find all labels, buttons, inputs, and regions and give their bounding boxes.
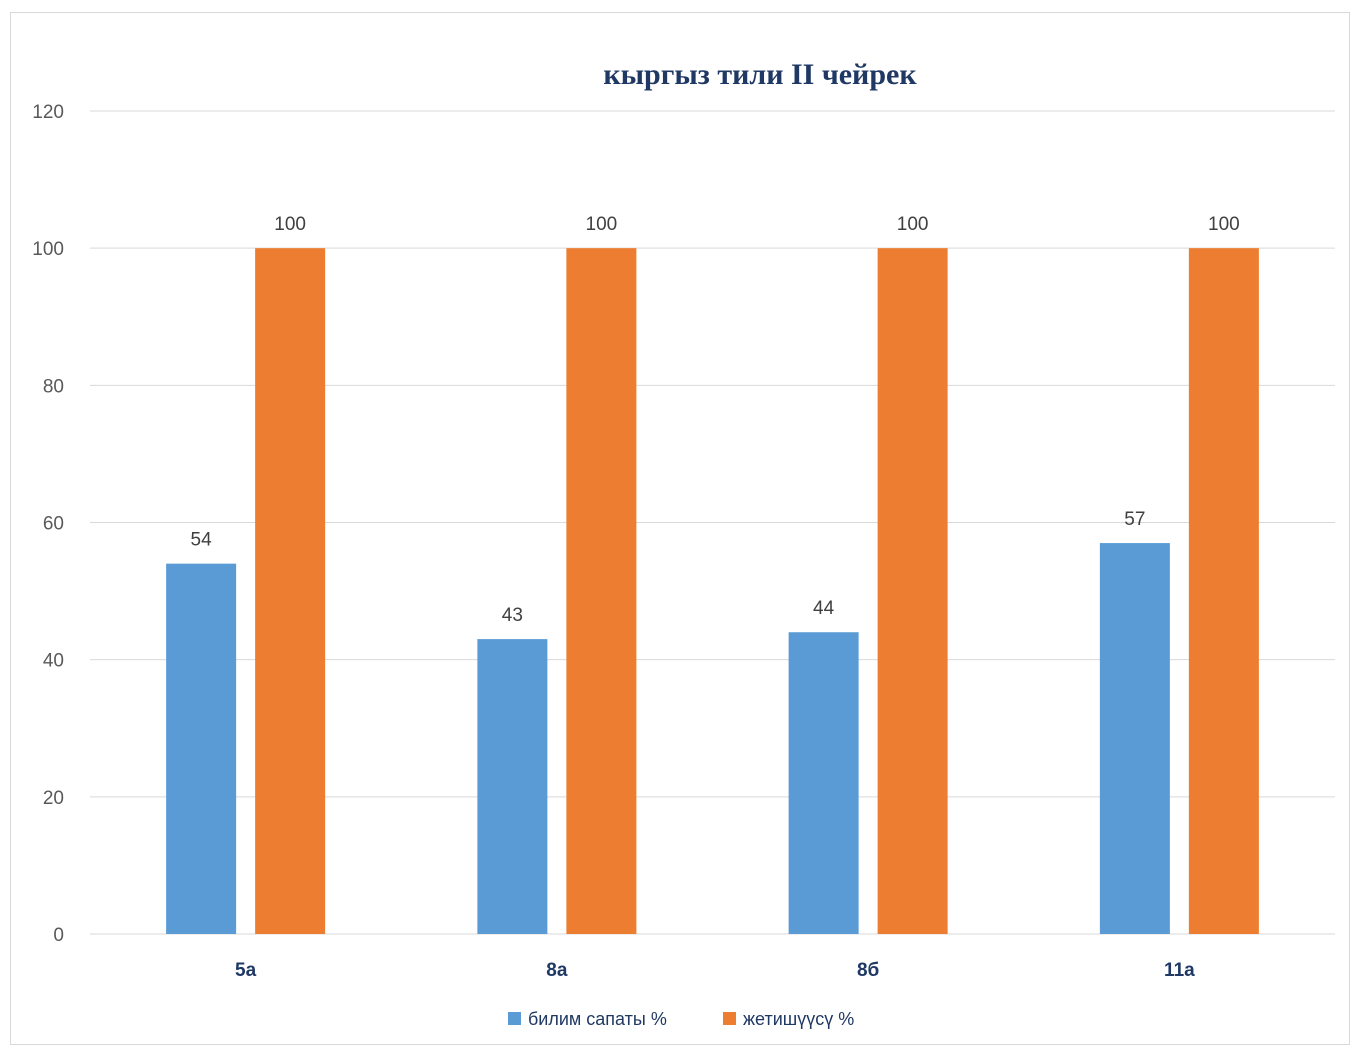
data-label: 100 [897, 214, 929, 235]
y-tick-label: 80 [43, 376, 64, 397]
chart-title: кыргыз тили II чейрек [603, 58, 917, 91]
bar-series-2 [566, 248, 637, 934]
y-axis-tick-labels: 0 20 40 60 80 100 120 [32, 102, 64, 946]
y-tick-label: 0 [53, 925, 64, 946]
legend-swatch [508, 1012, 521, 1025]
data-label: 100 [274, 214, 306, 235]
bar-series-1 [166, 563, 237, 934]
data-labels: 54 100 43 100 44 100 57 100 [191, 214, 1240, 626]
bar-series-1 [1099, 543, 1170, 934]
data-label: 54 [191, 530, 213, 551]
bar-series-1 [477, 639, 548, 934]
data-label: 100 [1208, 214, 1240, 235]
y-tick-label: 120 [32, 102, 64, 123]
x-axis-category-labels: 5а 8а 8б 11а [235, 960, 1195, 981]
legend: билим сапаты % жетишүүсү % [508, 1009, 854, 1029]
data-label: 100 [586, 214, 618, 235]
y-tick-label: 60 [43, 514, 64, 535]
category-label: 8а [546, 960, 568, 981]
data-label: 44 [813, 598, 835, 619]
data-label: 43 [502, 605, 523, 626]
legend-label: жетишүүсү % [743, 1009, 854, 1029]
y-tick-label: 100 [32, 239, 64, 260]
category-label: 11а [1164, 960, 1195, 981]
category-label: 5а [235, 960, 257, 981]
legend-swatch [723, 1012, 736, 1025]
bar-series-2 [255, 248, 326, 934]
y-tick-label: 20 [43, 788, 64, 809]
category-label: 8б [857, 960, 879, 981]
data-label: 57 [1124, 509, 1145, 530]
legend-label: билим сапаты % [528, 1009, 667, 1029]
bar-series-2 [1188, 248, 1259, 934]
bar-series-2 [877, 248, 948, 934]
bar-series-1 [788, 632, 859, 934]
bars [166, 248, 1259, 934]
y-tick-label: 40 [43, 651, 64, 672]
